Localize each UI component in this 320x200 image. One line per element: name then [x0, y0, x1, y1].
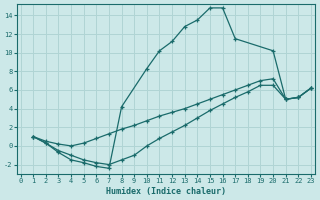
X-axis label: Humidex (Indice chaleur): Humidex (Indice chaleur) — [106, 187, 226, 196]
